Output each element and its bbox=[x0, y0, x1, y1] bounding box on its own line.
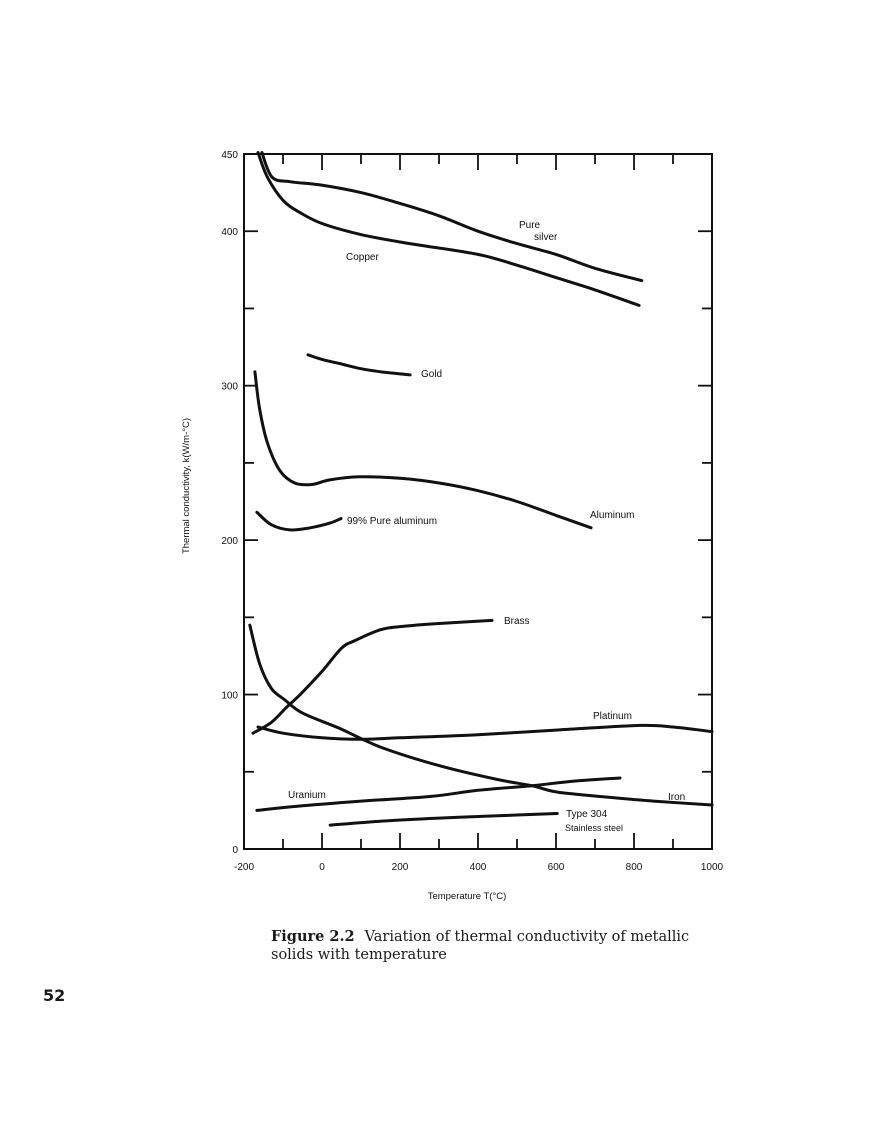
label-gold: Gold bbox=[421, 369, 442, 380]
page-number: 52 bbox=[43, 986, 66, 1005]
x-tick-label: 200 bbox=[392, 862, 409, 873]
x-tick-label: 1000 bbox=[701, 862, 724, 873]
curve-gold bbox=[306, 353, 412, 377]
x-tick-label: 600 bbox=[548, 862, 565, 873]
label-platinum: Platinum bbox=[593, 711, 632, 722]
label-uranium: Uranium bbox=[288, 790, 326, 801]
curve-iron bbox=[248, 623, 714, 807]
curve-99-pure-aluminum bbox=[255, 510, 343, 532]
y-tick-label: 100 bbox=[221, 691, 238, 702]
curve-brass bbox=[251, 618, 494, 735]
curve-copper bbox=[256, 151, 641, 307]
x-tick-label: 400 bbox=[470, 862, 487, 873]
label-stainless-steel: Stainless steel bbox=[565, 823, 623, 833]
curve-aluminum bbox=[253, 370, 593, 530]
label-iron: Iron bbox=[668, 792, 685, 803]
y-tick-label: 400 bbox=[221, 227, 238, 238]
curve-pure-silver bbox=[260, 151, 644, 283]
figure-caption: Figure 2.2 Variation of thermal conductiv… bbox=[271, 928, 731, 964]
axis-ticks bbox=[244, 154, 712, 849]
curve-type-304-stainless-steel bbox=[328, 812, 559, 827]
label-type-304: Type 304 bbox=[566, 809, 608, 820]
figure-number: Figure 2.2 bbox=[271, 928, 355, 945]
axis-tick-labels: -200 0 200 400 600 800 1000 0 100 200 300 400 450 bbox=[221, 150, 723, 873]
y-tick-label: 300 bbox=[221, 382, 238, 393]
y-axis-title: Thermal conductivity, k(W/m-°C) bbox=[181, 418, 192, 554]
label-copper: Copper bbox=[346, 252, 379, 263]
label-brass: Brass bbox=[504, 616, 530, 627]
curve-platinum bbox=[256, 723, 714, 741]
x-tick-label: 800 bbox=[626, 862, 643, 873]
x-tick-label: 0 bbox=[319, 862, 325, 873]
y-tick-label: 0 bbox=[232, 845, 238, 856]
label-pure-silver-line1: Pure bbox=[519, 220, 541, 231]
plot-frame bbox=[243, 153, 713, 850]
label-pure-silver-line2: silver bbox=[534, 232, 558, 243]
plot-border bbox=[243, 153, 713, 850]
label-99-pure-aluminum: 99% Pure aluminum bbox=[347, 516, 437, 527]
curve-uranium bbox=[255, 776, 622, 812]
caption-text: Variation of thermal conductivity of met… bbox=[271, 929, 690, 963]
x-tick-label: -200 bbox=[234, 862, 254, 873]
y-tick-label: 200 bbox=[221, 536, 238, 547]
x-axis-title: Temperature T(°C) bbox=[428, 891, 507, 902]
label-aluminum: Aluminum bbox=[590, 510, 634, 521]
y-tick-label: 450 bbox=[221, 150, 238, 161]
data-curves bbox=[248, 151, 714, 827]
